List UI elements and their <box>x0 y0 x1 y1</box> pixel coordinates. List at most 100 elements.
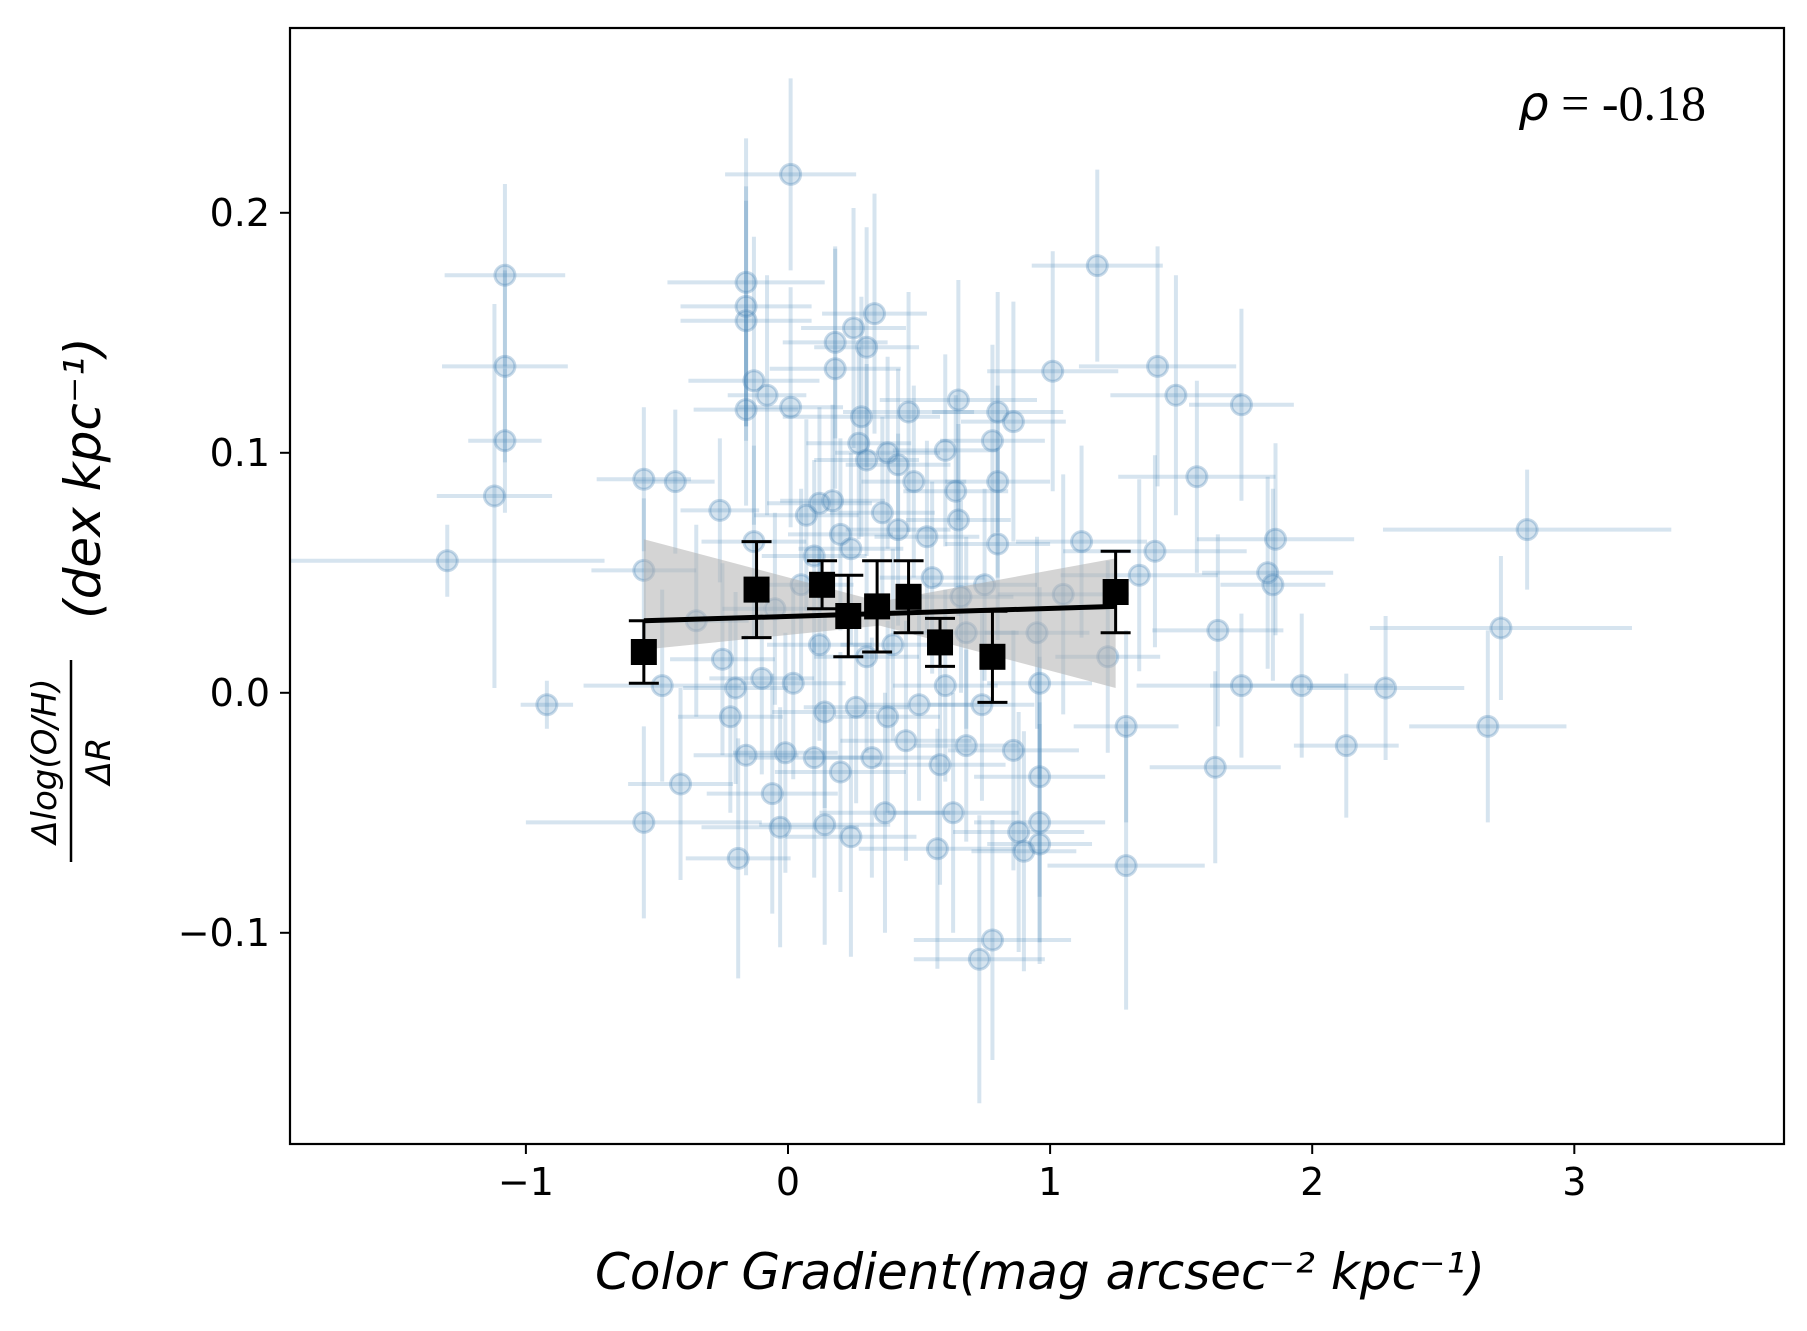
data-point <box>1382 469 1672 590</box>
point-marker <box>1028 832 1052 856</box>
data-point <box>861 385 967 578</box>
point-marker <box>847 431 871 455</box>
data-point <box>1209 613 1394 758</box>
plot-frame <box>288 26 1786 1146</box>
point-marker <box>1256 561 1280 585</box>
point-marker <box>724 676 748 700</box>
point-marker <box>779 395 803 419</box>
data-point <box>940 344 1045 537</box>
point-marker <box>886 518 910 542</box>
x-axis-label: Color Gradient(mag arcsec⁻² kpc⁻¹) <box>595 1243 1485 1301</box>
data-point <box>822 193 927 434</box>
data-point <box>903 395 1009 588</box>
data-point <box>782 246 888 439</box>
point-marker <box>482 484 506 508</box>
data-point <box>819 692 951 933</box>
point-marker <box>928 753 952 777</box>
point-marker <box>944 479 968 503</box>
data-point <box>680 186 812 427</box>
point-marker <box>828 522 852 546</box>
point-marker <box>734 398 758 422</box>
point-marker <box>933 674 957 698</box>
point-marker <box>493 263 517 287</box>
data-point <box>738 287 844 528</box>
data-point <box>814 227 920 468</box>
point-marker <box>493 354 517 378</box>
point-marker <box>779 162 803 186</box>
point-marker <box>632 467 656 491</box>
data-point <box>874 644 1006 885</box>
point-marker <box>493 429 517 453</box>
point-marker <box>718 705 742 729</box>
data-point <box>1196 443 1355 636</box>
data-point <box>1202 476 1334 669</box>
point-marker <box>807 633 831 657</box>
data-point <box>803 611 909 804</box>
point-marker <box>907 693 931 717</box>
data-point <box>1136 613 1347 758</box>
point-marker <box>1085 254 1109 278</box>
data-point <box>947 630 1079 871</box>
binned-marker <box>630 639 657 665</box>
point-marker <box>1374 676 1398 700</box>
x-tick-label: 3 <box>1562 1160 1586 1204</box>
data-point <box>905 424 1011 616</box>
data-point <box>782 296 941 537</box>
binned-point <box>741 540 772 640</box>
data-point <box>840 548 946 741</box>
data-point <box>774 652 906 892</box>
data-point <box>520 680 574 729</box>
data-point <box>436 304 553 688</box>
point-marker <box>849 405 873 429</box>
data-point <box>843 292 975 532</box>
data-point <box>1306 616 1465 760</box>
binned-means <box>628 540 1131 704</box>
data-point <box>444 184 566 367</box>
point-marker <box>1028 765 1052 789</box>
data-point <box>974 656 1106 897</box>
point-marker <box>435 549 459 573</box>
data-point <box>725 78 857 271</box>
data-point <box>801 208 906 448</box>
data-point <box>685 738 791 979</box>
point-marker <box>915 525 939 549</box>
x-tick-label: 1 <box>1038 1160 1062 1204</box>
data-point <box>1220 488 1326 681</box>
point-marker <box>855 335 879 359</box>
y-tick-label: −0.1 <box>178 911 270 955</box>
point-marker <box>839 537 863 561</box>
data-point <box>753 419 859 612</box>
data-point <box>987 251 1119 492</box>
data-point <box>1189 308 1294 501</box>
point-marker <box>1114 854 1138 878</box>
data-point <box>290 524 605 597</box>
point-marker <box>755 383 779 407</box>
data-point <box>1152 534 1284 727</box>
point-marker <box>750 666 774 690</box>
data-point <box>769 248 901 489</box>
point-marker <box>1143 539 1167 563</box>
data-point <box>806 637 938 878</box>
y-label-units: (dex kpc⁻¹) <box>54 337 112 619</box>
y-tick-label: 0.1 <box>210 431 270 475</box>
point-marker <box>1146 354 1170 378</box>
point-marker <box>710 647 734 671</box>
data-point <box>840 620 972 861</box>
data-point <box>785 716 917 957</box>
point-marker <box>823 357 847 381</box>
data-point <box>727 275 807 516</box>
data-point <box>667 138 825 427</box>
point-marker <box>970 693 994 717</box>
binned-marker <box>1102 579 1129 605</box>
data-point <box>845 368 951 561</box>
data-point <box>945 385 1051 578</box>
data-point <box>701 707 859 948</box>
data-point <box>1063 455 1247 648</box>
point-marker <box>967 947 991 971</box>
data-point <box>628 688 733 880</box>
point-marker <box>1114 714 1138 738</box>
data-point <box>892 354 998 547</box>
data-point <box>1031 169 1163 362</box>
point-marker <box>823 330 847 354</box>
point-marker <box>773 741 797 765</box>
